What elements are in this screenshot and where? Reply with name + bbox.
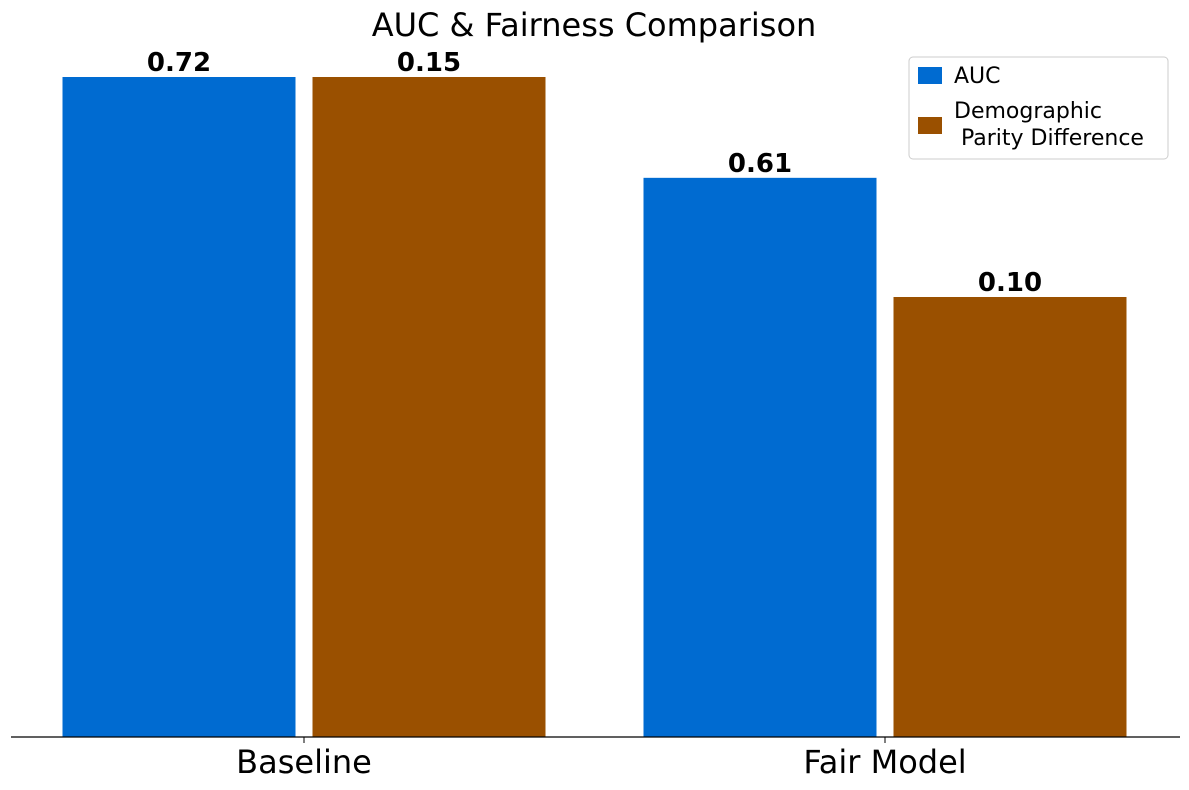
bar-label-s1-c0: 0.15 [397, 48, 461, 78]
x-tick-label-0: Baseline [236, 743, 372, 781]
legend-label-1: Demographic Parity Difference [954, 99, 1144, 151]
bar-label-s1-c1: 0.10 [978, 268, 1042, 298]
x-tick-label-1: Fair Model [803, 743, 966, 781]
bars-layer [62, 77, 1127, 738]
chart-title: AUC & Fairness Comparison [372, 6, 817, 44]
legend-swatch-0 [918, 67, 942, 84]
legend-frame [908, 56, 1169, 160]
bar-s1-c0 [312, 77, 546, 737]
legend-items: AUC Demographic Parity Difference [918, 64, 1144, 151]
legend-swatch-1 [918, 117, 942, 134]
legend: AUC Demographic Parity Difference [908, 56, 1169, 160]
legend-label-0: AUC [954, 64, 1001, 89]
bar-s0-c0 [62, 77, 296, 737]
bar-s1-c1 [893, 297, 1127, 737]
bar-label-s0-c1: 0.61 [728, 149, 792, 179]
bar-labels: 0.72 0.61 0.15 0.10 [147, 48, 1042, 298]
bar-s0-c1 [643, 177, 877, 738]
x-axis-ticks: Baseline Fair Model [236, 737, 967, 781]
bar-label-s0-c0: 0.72 [147, 48, 211, 78]
